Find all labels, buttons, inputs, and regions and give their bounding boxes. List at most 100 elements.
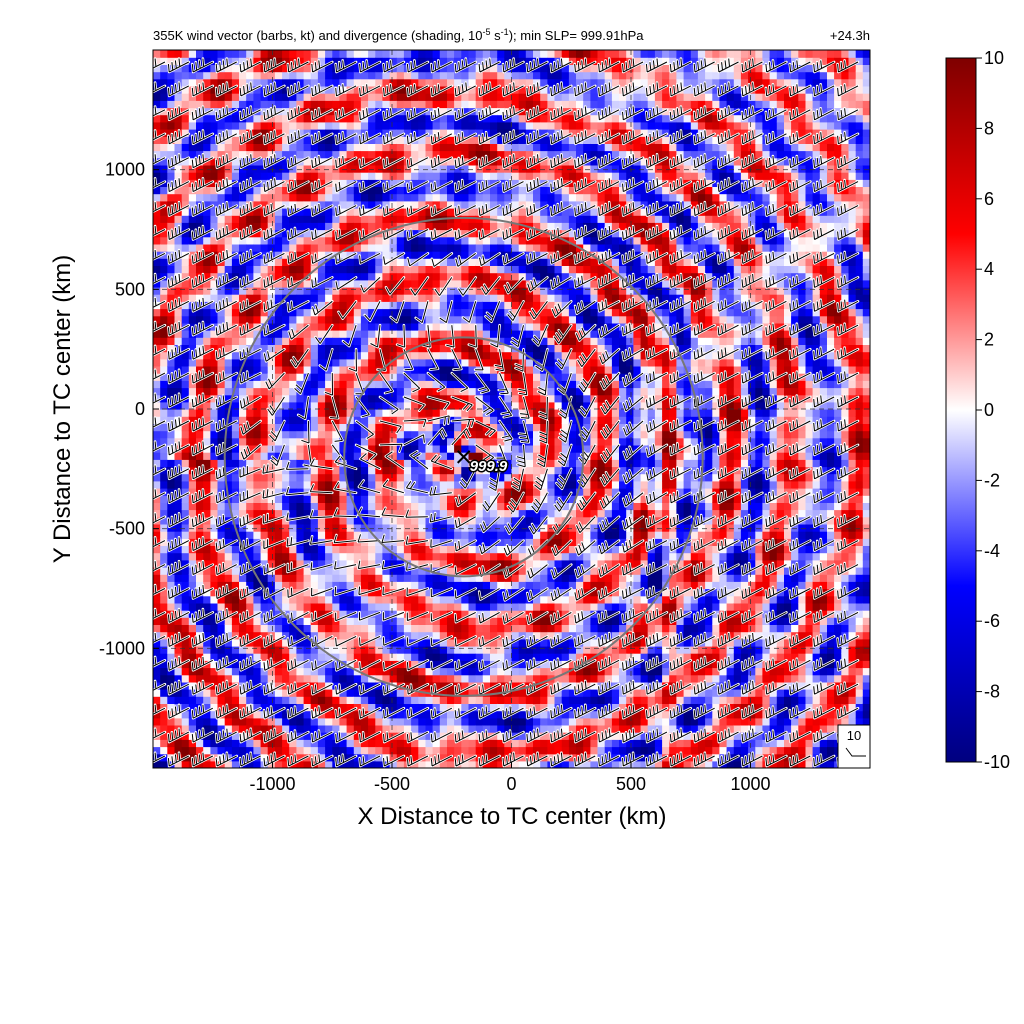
divergence-cell [432, 344, 441, 353]
divergence-cell [418, 588, 427, 597]
divergence-cell [475, 344, 484, 353]
divergence-cell [425, 157, 434, 166]
divergence-cell [246, 193, 254, 202]
divergence-cell [260, 602, 269, 611]
divergence-cell [210, 509, 219, 518]
divergence-cell [282, 545, 290, 554]
divergence-cell [310, 380, 319, 389]
divergence-cell [239, 272, 247, 281]
divergence-cell [418, 57, 427, 65]
divergence-cell [325, 143, 333, 152]
divergence-cell [325, 64, 333, 73]
divergence-cell [482, 380, 491, 389]
divergence-cell [160, 401, 168, 410]
divergence-cell [454, 380, 462, 389]
divergence-cell [203, 595, 211, 604]
divergence-cell [253, 696, 262, 704]
divergence-cell [353, 732, 362, 740]
divergence-cell [396, 416, 405, 424]
divergence-cell [296, 624, 305, 633]
divergence-cell [196, 430, 204, 439]
divergence-cell [181, 200, 190, 209]
divergence-cell [253, 373, 262, 381]
divergence-cell [368, 696, 376, 704]
divergence-cell [246, 480, 254, 489]
divergence-cell [231, 409, 240, 417]
divergence-cell [260, 430, 269, 439]
divergence-cell [203, 265, 211, 274]
divergence-cell [382, 64, 391, 73]
divergence-cell [181, 71, 190, 80]
divergence-cell [360, 193, 369, 202]
divergence-cell [224, 531, 233, 539]
divergence-cell [396, 480, 405, 489]
divergence-cell [475, 631, 484, 640]
divergence-cell [231, 444, 240, 453]
divergence-cell [447, 602, 455, 611]
divergence-cell [181, 423, 190, 432]
divergence-cell [303, 136, 312, 144]
divergence-cell [296, 531, 305, 539]
divergence-cell [425, 531, 434, 539]
divergence-cell [482, 617, 491, 625]
divergence-cell [317, 531, 326, 539]
divergence-cell [346, 279, 355, 288]
divergence-cell [210, 186, 219, 195]
divergence-cell [497, 279, 505, 288]
divergence-cell [282, 272, 290, 281]
divergence-cell [468, 617, 477, 625]
divergence-cell [282, 502, 290, 511]
divergence-cell [153, 480, 161, 489]
divergence-cell [368, 394, 376, 403]
divergence-cell [325, 294, 333, 302]
divergence-cell [317, 739, 326, 748]
divergence-cell [454, 100, 462, 109]
divergence-cell [368, 286, 376, 295]
divergence-cell [418, 222, 427, 231]
divergence-cell [217, 409, 226, 417]
divergence-cell [504, 703, 513, 712]
divergence-cell [224, 480, 233, 489]
divergence-cell [203, 236, 211, 245]
divergence-cell [253, 71, 262, 80]
divergence-cell [196, 595, 204, 604]
divergence-cell [411, 703, 419, 712]
divergence-cell [439, 330, 448, 338]
divergence-cell [210, 100, 219, 109]
divergence-cell [167, 236, 176, 245]
divergence-cell [454, 437, 462, 446]
divergence-cell [482, 516, 491, 525]
divergence-cell [296, 523, 305, 532]
divergence-cell [203, 294, 211, 302]
divergence-cell [289, 459, 297, 468]
divergence-cell [274, 567, 283, 575]
divergence-cell [282, 689, 290, 697]
divergence-cell [447, 294, 455, 302]
divergence-cell [497, 480, 505, 489]
divergence-cell [317, 559, 326, 568]
divergence-cell [396, 294, 405, 302]
divergence-cell [289, 523, 297, 532]
divergence-cell [181, 150, 190, 159]
divergence-cell [224, 746, 233, 755]
divergence-cell [289, 631, 297, 640]
divergence-cell [461, 265, 470, 274]
divergence-cell [425, 373, 434, 381]
divergence-cell [439, 186, 448, 195]
divergence-cell [210, 93, 219, 101]
divergence-cell [174, 502, 183, 511]
divergence-cell [296, 93, 305, 101]
divergence-cell [360, 545, 369, 554]
divergence-cell [461, 667, 470, 676]
divergence-cell [375, 545, 384, 554]
divergence-cell [490, 71, 498, 80]
divergence-cell [174, 689, 183, 697]
divergence-cell [346, 574, 355, 582]
divergence-cell [339, 50, 348, 58]
divergence-cell [153, 710, 161, 719]
divergence-cell [274, 717, 283, 726]
divergence-cell [339, 344, 348, 353]
divergence-cell [468, 100, 477, 109]
divergence-cell [439, 681, 448, 690]
divergence-cell [468, 459, 477, 468]
